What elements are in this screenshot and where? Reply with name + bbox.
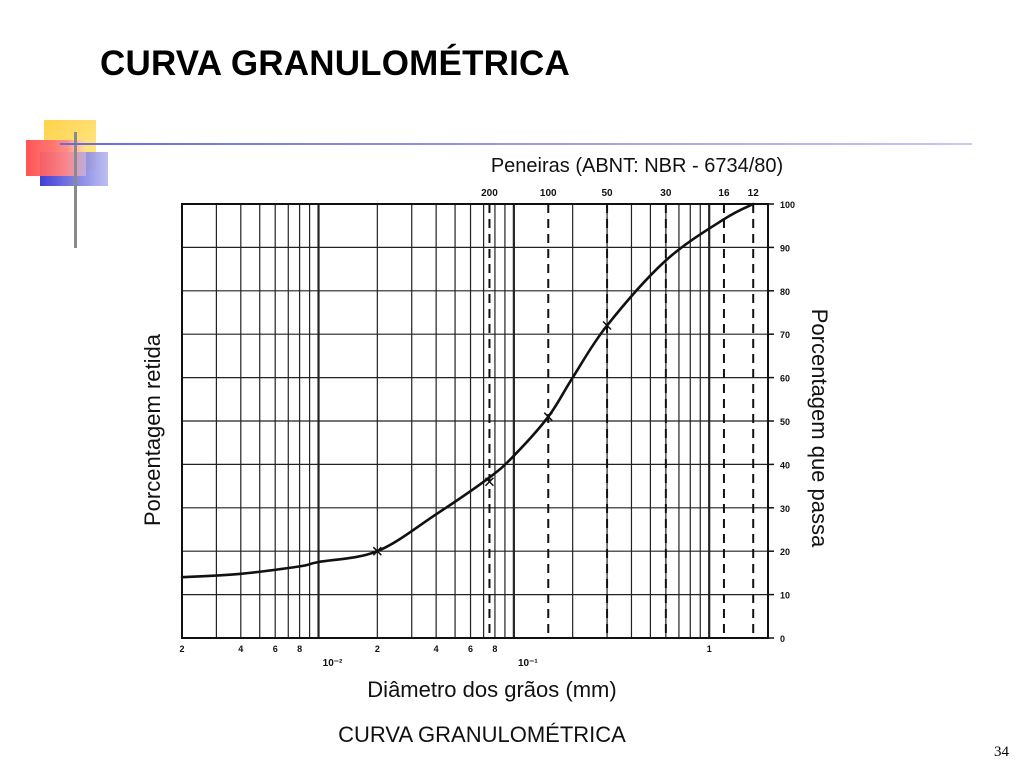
curve-point-mark: [602, 320, 612, 331]
chart-caption: CURVA GRANULOMÉTRICA: [338, 722, 626, 747]
x-tick-label: 8: [492, 644, 497, 654]
right-tick-label: 20: [780, 547, 790, 557]
x-tick-label: 6: [468, 644, 473, 654]
right-tick-label: 40: [780, 460, 790, 470]
x-tick-label: 10⁻¹: [518, 658, 538, 669]
x-tick-label: 10⁻²: [323, 658, 343, 669]
right-tick-label: 90: [780, 243, 790, 253]
x-tick-label: 4: [434, 644, 439, 654]
deco-horizontal-rule: [60, 143, 972, 145]
right-tick-label: 0: [780, 634, 785, 644]
y-axis-left-label: Porcentagem retida: [140, 333, 165, 526]
right-tick-label: 60: [780, 374, 790, 384]
sieve-label: 50: [602, 188, 614, 199]
right-tick-label: 50: [780, 417, 790, 427]
sieve-label: 16: [718, 188, 730, 199]
grading-curve: [180, 202, 755, 579]
chart-grid: [182, 204, 768, 638]
curve-point-mark: [484, 477, 494, 487]
x-tick-label: 6: [273, 644, 278, 654]
x-tick-label: 4: [238, 644, 243, 654]
x-tick-label: 1: [707, 644, 712, 654]
curve-point-mark: [372, 546, 382, 556]
slide-title: CURVA GRANULOMÉTRICA: [100, 44, 571, 83]
sieve-lines: [488, 204, 755, 638]
y-axis-right-label: Porcentagem que passa: [807, 309, 832, 548]
curve-point-mark: [543, 412, 553, 422]
right-tick-label: 100: [780, 200, 795, 210]
slide-number: 34: [994, 744, 1009, 760]
right-tick-label: 10: [780, 591, 790, 601]
sieve-label: 30: [660, 188, 672, 199]
sieve-header: Peneiras (ABNT: NBR - 6734/80): [491, 155, 783, 177]
sieve-label: 12: [748, 188, 760, 199]
x-tick-label: 2: [375, 644, 380, 654]
slide-decoration: [26, 120, 972, 248]
right-tick-label: 30: [780, 504, 790, 514]
x-axis-label: Diâmetro dos grãos (mm): [367, 677, 616, 702]
right-tick-label: 80: [780, 287, 790, 297]
x-tick-label: 2: [179, 644, 184, 654]
x-tick-label: 8: [297, 644, 302, 654]
sieve-label: 200: [481, 188, 498, 199]
right-tick-label: 70: [780, 330, 790, 340]
chart-paper: [128, 148, 848, 752]
deco-vertical-rule: [74, 132, 77, 248]
sieve-label: 100: [540, 188, 557, 199]
grading-curve-layer: [180, 202, 755, 579]
